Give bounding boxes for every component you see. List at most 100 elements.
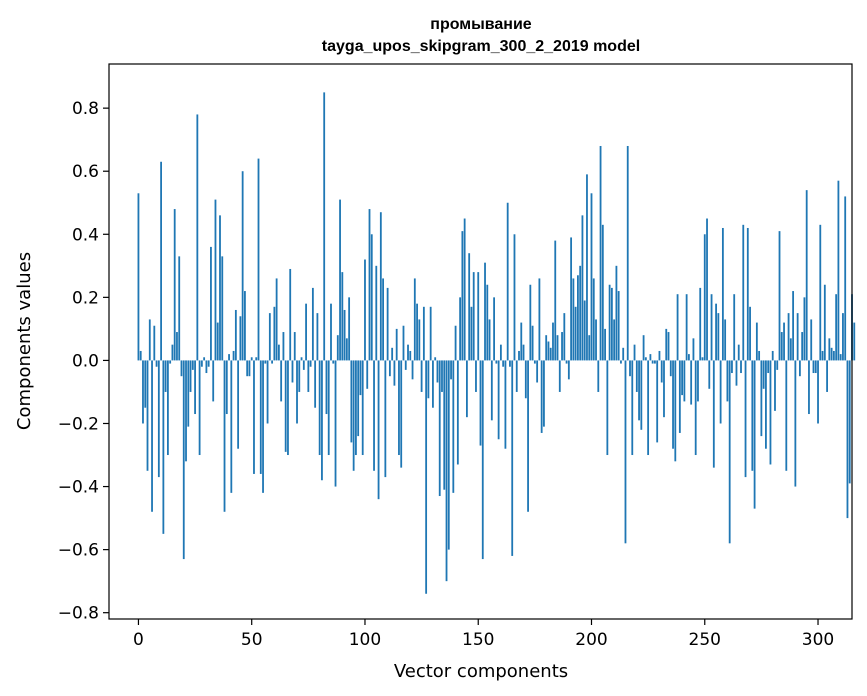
bar	[828, 338, 831, 361]
bar	[647, 360, 650, 456]
bar	[712, 360, 715, 468]
bar	[393, 360, 396, 386]
bar	[823, 284, 826, 361]
bar	[388, 360, 391, 377]
y-tick-label: 0.6	[72, 162, 99, 182]
bar	[472, 272, 475, 361]
bar	[635, 360, 638, 392]
bar	[355, 360, 357, 456]
bar	[343, 309, 346, 361]
y-tick-label: −0.8	[58, 604, 99, 624]
bar	[441, 360, 443, 392]
bar	[234, 309, 237, 361]
bar	[626, 145, 629, 361]
bar	[495, 360, 498, 364]
bar	[513, 234, 516, 361]
bar	[454, 325, 457, 361]
bar	[432, 360, 434, 408]
chart-title-line2: tayga_upos_skipgram_300_2_2019 model	[322, 38, 640, 55]
bar	[701, 357, 704, 361]
bar	[817, 360, 819, 424]
bar	[450, 360, 452, 380]
bar	[191, 360, 194, 370]
bar	[212, 360, 215, 402]
y-tick-label: −0.2	[58, 414, 99, 434]
bar	[223, 360, 226, 512]
bar	[375, 265, 378, 361]
bar	[413, 278, 416, 361]
bar	[651, 360, 654, 364]
bar	[638, 360, 640, 421]
y-tick-label: 0.8	[72, 99, 99, 119]
bar	[339, 199, 341, 361]
bar	[796, 313, 799, 361]
bar	[411, 360, 414, 380]
bar	[452, 360, 455, 493]
y-tick-label: 0.2	[72, 288, 99, 308]
bar	[298, 360, 301, 392]
x-tick-label: 200	[575, 630, 607, 650]
bar	[361, 360, 364, 456]
bar	[429, 306, 432, 361]
bar	[509, 360, 511, 367]
bar	[597, 360, 600, 392]
x-tick-label: 250	[689, 630, 721, 650]
bar	[678, 360, 681, 433]
bar	[407, 344, 409, 361]
bar	[205, 360, 208, 374]
bar	[311, 287, 314, 361]
bar	[606, 360, 609, 456]
x-axis-ticks: 0 50 100 150 200 250 300	[133, 619, 834, 650]
chart-title-line1: промывание	[430, 16, 532, 33]
bar	[316, 313, 319, 361]
bar	[246, 360, 249, 377]
bar	[506, 202, 509, 361]
bar	[277, 344, 280, 361]
bar	[151, 360, 153, 512]
bar	[760, 360, 763, 437]
bar	[697, 360, 699, 402]
bar	[237, 360, 240, 449]
bar	[837, 180, 840, 361]
bar	[434, 357, 437, 361]
bar	[189, 360, 192, 392]
bar	[475, 360, 477, 392]
bar	[649, 354, 652, 361]
bar	[194, 360, 196, 415]
bar	[803, 297, 806, 361]
bar	[848, 360, 851, 484]
bar	[708, 360, 711, 389]
bar	[275, 278, 278, 361]
bar	[692, 338, 695, 361]
bar	[613, 319, 616, 361]
bar	[808, 360, 810, 415]
bar	[586, 174, 588, 361]
bar	[853, 322, 856, 361]
bar	[821, 350, 824, 361]
bar	[577, 275, 579, 361]
bar	[334, 360, 337, 487]
bar	[556, 335, 559, 361]
bar	[706, 218, 708, 361]
bar	[792, 291, 795, 361]
bar	[416, 303, 418, 361]
bar	[305, 303, 307, 361]
bar	[527, 360, 529, 512]
bar	[762, 360, 765, 389]
bar	[504, 360, 507, 449]
y-axis-label: Components values	[14, 252, 35, 430]
bar	[529, 284, 532, 361]
bar	[810, 319, 813, 361]
bar	[228, 354, 230, 361]
bar	[563, 313, 566, 361]
bar	[368, 209, 371, 361]
bar	[459, 297, 462, 361]
bar	[660, 360, 663, 383]
bar	[142, 360, 144, 424]
bars-group	[137, 92, 856, 594]
bar	[524, 360, 527, 399]
bar	[271, 360, 273, 364]
bar	[461, 231, 464, 361]
bar	[379, 212, 382, 361]
bar	[398, 360, 400, 456]
